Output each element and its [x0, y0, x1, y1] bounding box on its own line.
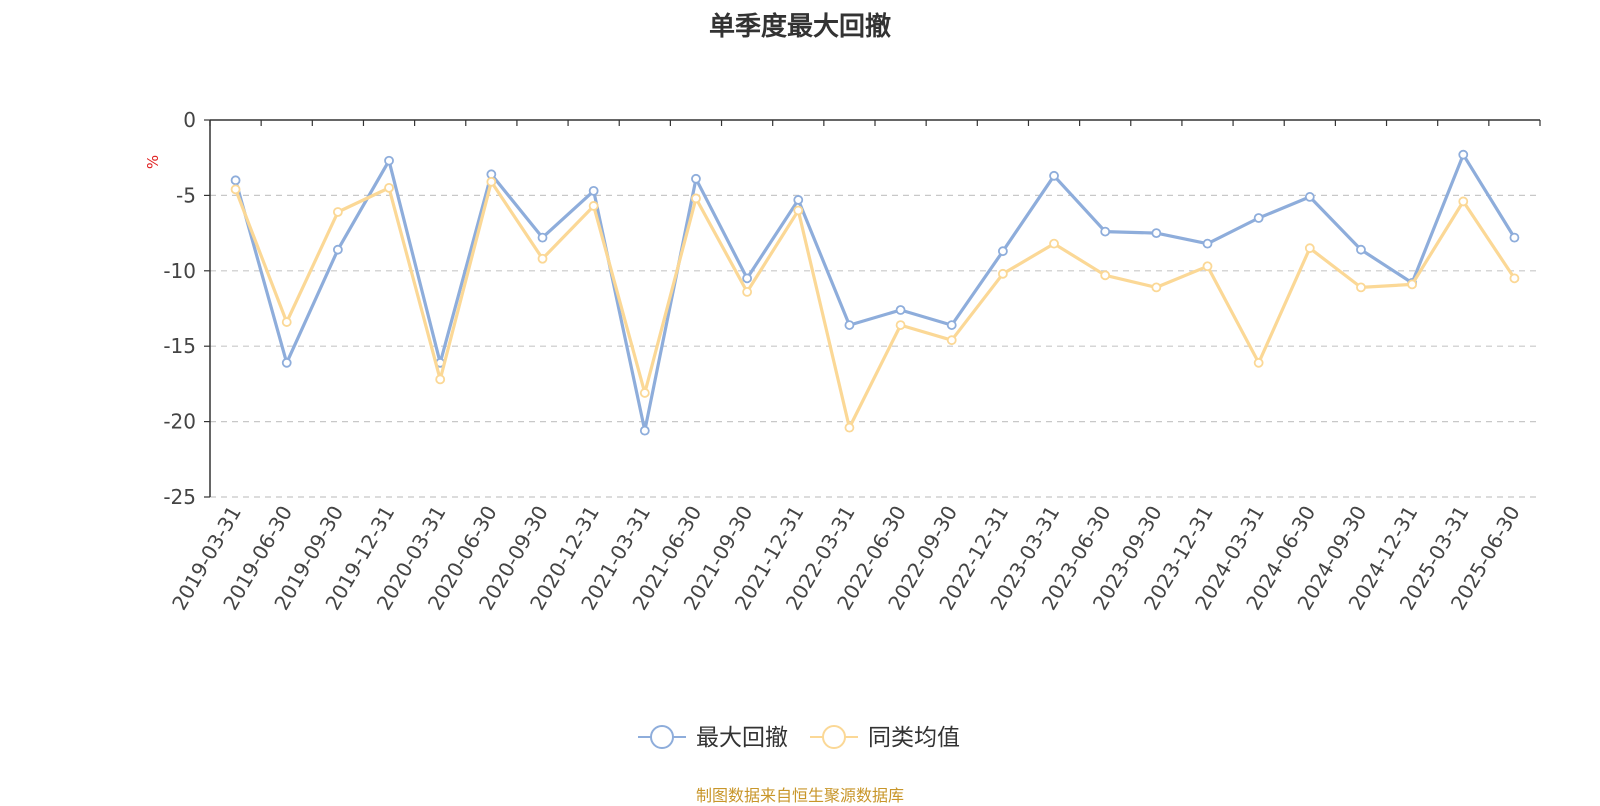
data-point: [230, 175, 241, 186]
data-point: [1356, 244, 1366, 255]
data-point: [895, 305, 906, 315]
y-tick-label: -25: [163, 485, 196, 509]
legend-item[interactable]: 同类均值: [810, 725, 960, 751]
y-tick-label: -20: [163, 410, 196, 434]
legend-circle-icon: [650, 725, 674, 749]
data-point: [384, 155, 394, 166]
data-point: [332, 207, 343, 217]
data-point: [1458, 149, 1469, 160]
data-point: [588, 201, 599, 211]
data-point: [1202, 261, 1213, 272]
data-point: [1304, 243, 1315, 254]
legend-circle-icon: [822, 725, 846, 749]
data-point: [1151, 282, 1162, 293]
data-point: [1151, 228, 1162, 239]
y-tick-label: -15: [163, 334, 196, 358]
data-point: [844, 422, 855, 433]
legend-item[interactable]: 最大回撤: [638, 725, 788, 751]
series-line: [234, 153, 1516, 433]
legend[interactable]: 最大回撤 同类均值: [638, 725, 960, 751]
data-point: [1304, 192, 1315, 202]
data-point: [486, 176, 497, 187]
data-point: [1100, 226, 1111, 237]
data-point: [1458, 196, 1469, 207]
data-point: [1356, 282, 1366, 293]
y-tick-label: -10: [163, 259, 196, 283]
data-point: [639, 388, 650, 398]
data-point: [997, 268, 1008, 279]
data-point: [1407, 279, 1418, 290]
data-point: [588, 185, 599, 196]
legend-label: 同类均值: [868, 725, 960, 751]
data-point: [895, 320, 906, 330]
data-point: [742, 273, 753, 284]
series-layer: [230, 149, 1520, 436]
data-point: [230, 184, 241, 195]
data-point: [281, 317, 292, 327]
source-note: 制图数据来自恒生聚源数据库: [695, 786, 904, 805]
data-point: [1509, 273, 1520, 284]
data-point: [793, 195, 804, 205]
data-point: [537, 253, 548, 264]
data-point: [844, 320, 855, 330]
data-point: [1100, 270, 1111, 281]
data-point: [1049, 170, 1059, 181]
data-point: [1253, 213, 1264, 223]
data-point: [946, 320, 957, 330]
data-point: [793, 205, 804, 216]
data-point: [997, 246, 1008, 257]
data-point: [332, 244, 343, 255]
data-point: [1509, 232, 1520, 243]
legend-label: 最大回撤: [696, 725, 788, 751]
chart-title: 单季度最大回撤: [708, 12, 891, 42]
data-point: [946, 335, 957, 346]
data-point: [1049, 238, 1059, 249]
data-point: [281, 357, 292, 368]
data-point: [742, 287, 753, 297]
data-point: [384, 182, 394, 193]
axes: 0-5-10-15-20-25%2019-03-312019-06-302019…: [144, 108, 1541, 614]
data-point: [435, 374, 446, 385]
y-axis-unit: %: [144, 155, 162, 169]
data-point: [537, 232, 548, 243]
y-tick-label: -5: [176, 183, 196, 207]
data-point: [1253, 357, 1264, 368]
data-point: [1202, 238, 1213, 249]
y-tick-label: 0: [183, 108, 196, 132]
series-line: [234, 180, 1516, 430]
data-point: [639, 425, 650, 436]
data-point: [691, 193, 701, 204]
data-point: [691, 173, 701, 184]
